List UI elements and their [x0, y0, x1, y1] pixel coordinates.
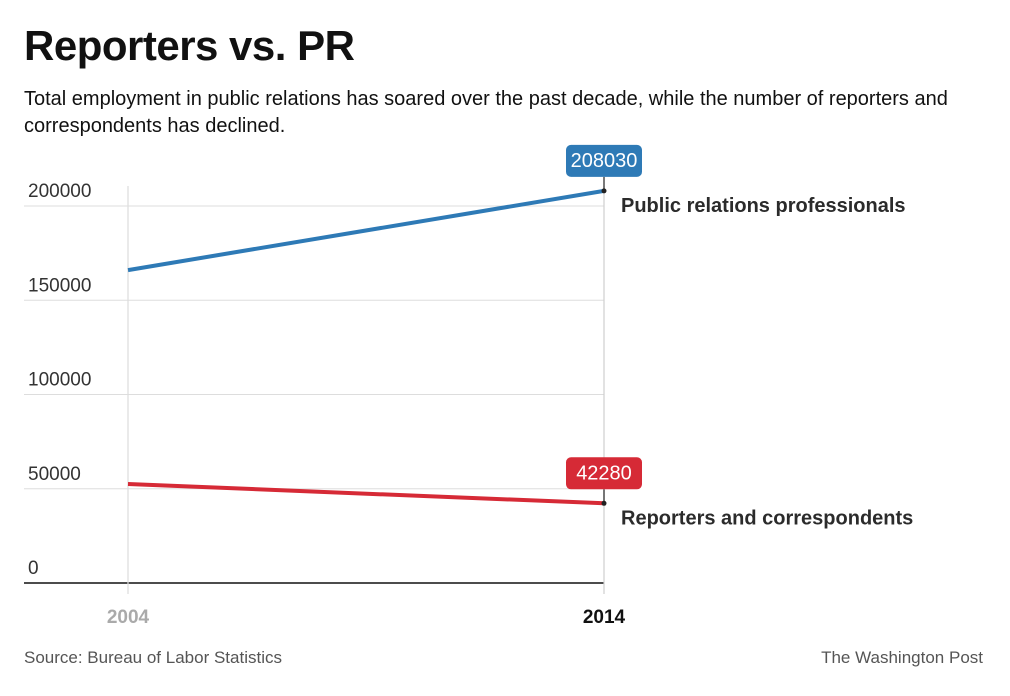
series-name-label: Reporters and correspondents	[621, 507, 913, 529]
value-callout-box	[566, 457, 642, 490]
y-tick-label: 50000	[28, 464, 81, 485]
grid-lines	[24, 186, 605, 594]
x-axis-ticks: 2004 2014	[107, 607, 626, 628]
y-tick-label: 0	[28, 558, 39, 579]
series-line	[127, 482, 605, 506]
y-axis-ticks: 0 50000 100000 150000 200000	[28, 181, 91, 579]
chart-subtitle: Total employment in public relations has…	[24, 88, 948, 137]
series-labels: 208030 Public relations professionals 4228…	[566, 144, 913, 529]
x-tick-label: 2014	[583, 607, 626, 628]
y-tick-label: 100000	[28, 370, 91, 391]
publisher-credit: The Washington Post	[821, 648, 983, 667]
series-name-label: Public relations professionals	[621, 195, 906, 217]
y-tick-label: 150000	[28, 275, 91, 296]
value-callout-label: 208030	[571, 150, 638, 172]
series-lines	[127, 188, 607, 506]
value-callout-box	[566, 144, 642, 177]
series-line	[127, 188, 605, 273]
y-tick-label: 200000	[28, 181, 91, 202]
source-note: Source: Bureau of Labor Statistics	[24, 648, 282, 667]
value-callout-label: 42280	[576, 462, 632, 484]
chart-title: Reporters vs. PR	[24, 22, 355, 69]
x-tick-label: 2004	[107, 607, 150, 628]
